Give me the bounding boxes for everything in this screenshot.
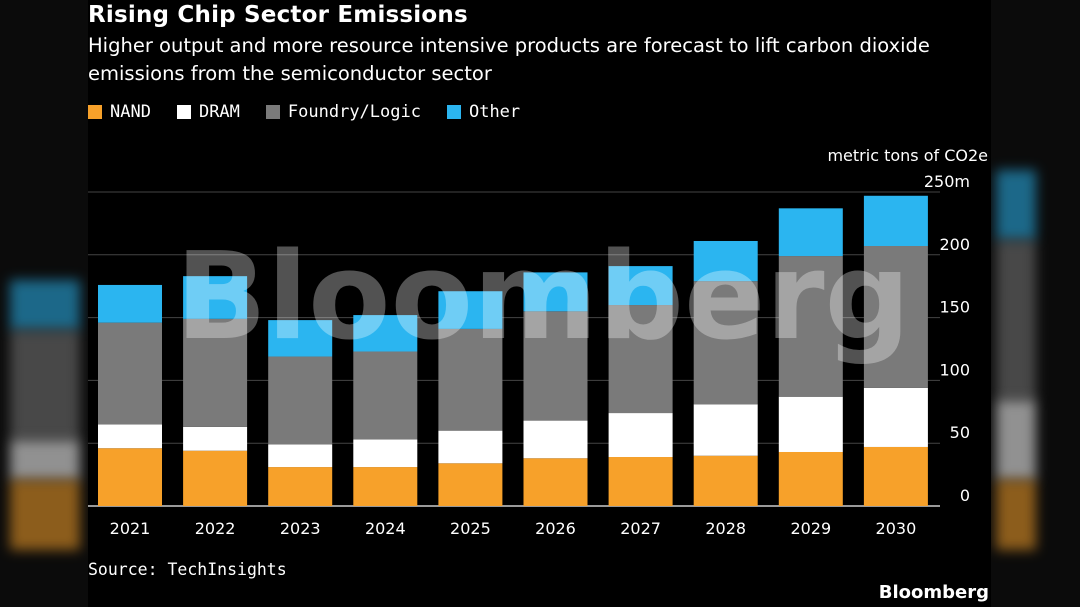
bar-nand-2030 [863, 446, 928, 506]
y-tick-label: 0 [960, 486, 970, 505]
bar-dram-2028 [693, 404, 758, 456]
stacked-bar-chart: 2021 2022 2023 2024 2025 2026 2027 2028 2029 2030… [88, 146, 988, 538]
legend-item-foundry-logic: Foundry/Logic [265, 102, 421, 122]
x-axis-labels: 2021 2022 2023 2024 2025 2026 2027 2028 2029 2030 [110, 519, 917, 538]
bar-foundry-logic-2026 [523, 311, 588, 421]
y-tick-label: 50 [950, 423, 970, 442]
bar-other-2029 [778, 208, 843, 257]
bar-dram-2022 [183, 426, 248, 451]
legend-swatch-dram [176, 105, 191, 119]
bar-nand-2028 [693, 455, 758, 506]
legend-swatch-nand [88, 105, 102, 119]
bar-dram-2029 [778, 396, 843, 452]
bar-foundry-logic-2029 [778, 256, 843, 397]
bar-foundry-logic-2024 [353, 351, 418, 440]
x-tick-label-2024: 2024 [365, 519, 406, 538]
chart-panel: Rising Chip Sector Emissions Higher outp… [88, 0, 991, 607]
blurred-background-left [0, 0, 88, 607]
chart-subtitle: Higher output and more resource intensiv… [88, 34, 930, 85]
y-tick-label: 150 [939, 298, 970, 317]
bar-other-2024 [353, 315, 418, 352]
bar-dram-2023 [268, 444, 333, 468]
unit-label: metric tons of CO2e [827, 146, 988, 165]
bar-other-2025 [438, 291, 503, 329]
bloomberg-logo: Bloomberg [878, 582, 989, 603]
legend-label-other: Other [468, 102, 521, 122]
legend-label-dram: DRAM [198, 102, 240, 122]
legend-item-other: Other [446, 102, 521, 122]
bar-other-2030 [863, 195, 928, 247]
x-tick-label-2028: 2028 [705, 519, 746, 538]
bar-dram-2026 [523, 420, 588, 459]
bar-other-2028 [693, 240, 758, 282]
bar-dram-2027 [608, 413, 673, 458]
legend-swatch-other [446, 105, 461, 119]
chart-legend: NAND DRAM Foundry/Logic Other [88, 102, 520, 122]
x-tick-label-2025: 2025 [450, 519, 491, 538]
bar-other-2022 [183, 276, 248, 319]
x-tick-label-2022: 2022 [195, 519, 236, 538]
bar-nand-2029 [778, 451, 843, 506]
y-tick-label: 100 [939, 360, 970, 379]
legend-item-dram: DRAM [176, 102, 240, 122]
x-tick-label-2026: 2026 [535, 519, 576, 538]
bloomberg-watermark: Bloomberg [176, 228, 911, 367]
y-tick-label: 250m [924, 172, 970, 191]
y-axis-labels: 0 50 100 150 200 250m [924, 172, 970, 505]
bar-foundry-logic-2022 [183, 318, 248, 427]
x-tick-label-2023: 2023 [280, 519, 321, 538]
chart-title: Rising Chip Sector Emissions [88, 2, 468, 28]
bar-other-2023 [268, 320, 333, 357]
bar-dram-2030 [863, 387, 928, 447]
legend-label-foundry-logic: Foundry/Logic [287, 102, 421, 122]
bar-dram-2021 [98, 424, 162, 449]
bar-foundry-logic-2021 [98, 322, 162, 425]
bar-nand-2021 [98, 448, 162, 506]
x-tick-label-2030: 2030 [876, 519, 917, 538]
x-tick-label-2027: 2027 [620, 519, 661, 538]
bar-nand-2025 [438, 463, 503, 506]
x-tick-label-2021: 2021 [110, 519, 151, 538]
bar-foundry-logic-2023 [268, 356, 333, 445]
bar-nand-2026 [523, 458, 588, 506]
source-note: Source: TechInsights [88, 560, 287, 579]
legend-item-nand: NAND [88, 102, 151, 122]
bar-nand-2022 [183, 450, 248, 506]
bar-foundry-logic-2028 [693, 281, 758, 405]
bar-other-2026 [523, 272, 588, 312]
legend-label-nand: NAND [110, 102, 151, 122]
bar-nand-2027 [608, 457, 673, 506]
x-tick-label-2029: 2029 [790, 519, 831, 538]
y-tick-label: 200 [939, 235, 970, 254]
bar-foundry-logic-2025 [438, 328, 503, 431]
bar-other-2021 [98, 284, 162, 323]
bar-dram-2024 [353, 439, 418, 468]
bar-foundry-logic-2030 [863, 246, 928, 388]
legend-swatch-foundry-logic [265, 105, 280, 119]
bar-nand-2024 [353, 467, 418, 506]
bars [98, 195, 928, 506]
bar-other-2027 [608, 266, 673, 306]
bar-dram-2025 [438, 430, 503, 464]
bar-foundry-logic-2027 [608, 305, 673, 414]
blurred-background-right [991, 0, 1080, 607]
bar-nand-2023 [268, 467, 333, 506]
